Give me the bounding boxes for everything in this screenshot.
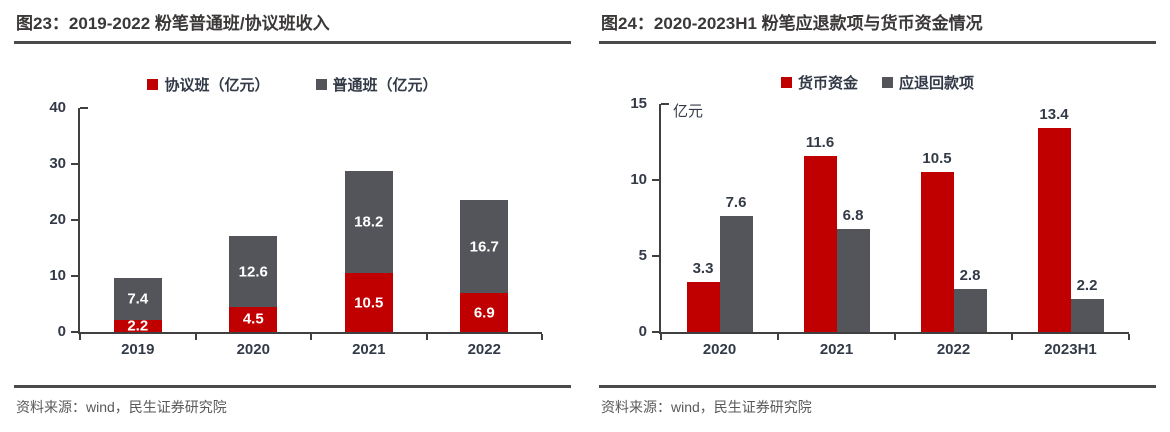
- y-axis-tick-label: 15: [630, 95, 647, 112]
- x-tick-mark: [541, 334, 543, 340]
- legend-swatch-icon: [882, 77, 893, 88]
- y-tick-mark: [652, 331, 659, 333]
- x-category-label: 2020: [702, 341, 737, 358]
- bar: [1070, 298, 1104, 332]
- x-tick-mark: [79, 334, 81, 340]
- x-tick-mark: [1011, 334, 1013, 340]
- legend-label: 协议班（亿元）: [164, 77, 270, 94]
- bar-value-label: 13.4: [1039, 106, 1069, 124]
- source-note-24: 资料来源：wind，民生证券研究院: [599, 385, 1156, 432]
- bar-value-label: 12.6: [238, 263, 268, 281]
- legend-item: 普通班（亿元）: [315, 74, 438, 95]
- figure-23-panel: 图23：2019-2022 粉笔普通班/协议班收入 协议班（亿元） 普通班（亿元）…: [14, 0, 571, 432]
- chart-title-24: 图24：2020-2023H1 粉笔应退款项与货币资金情况: [599, 0, 1156, 44]
- y-axis-tick-label: 0: [57, 323, 66, 340]
- x-category-label: 2021: [352, 341, 386, 358]
- bar-value-label: 11.6: [805, 133, 835, 151]
- y-axis-unit-label: 亿元: [673, 103, 704, 120]
- bar-segment: 12.6: [229, 236, 278, 307]
- bar-segment: 10.5: [344, 273, 393, 332]
- bar-value-label: 3.3: [692, 259, 714, 277]
- bar-value-label: 16.7: [469, 238, 499, 256]
- x-tick-mark: [777, 334, 779, 340]
- y-tick-mark: [71, 331, 78, 333]
- y-tick-mark: [71, 219, 78, 221]
- legend-swatch-icon: [780, 77, 792, 88]
- y-tick-mark: [71, 275, 78, 277]
- y-axis-tick-label: 10: [630, 171, 647, 188]
- legend-label: 货币资金: [797, 75, 858, 92]
- x-category-label: 2023H1: [1044, 341, 1097, 358]
- bar-segment: 18.2: [344, 171, 393, 274]
- plot-area: 0 5 10 15 2020 2021 2022 2023H1 3.3 7.6 11.6 6.8 10.…: [630, 95, 1130, 358]
- legend-label: 普通班（亿元）: [332, 77, 438, 94]
- legend-item: 货币资金: [780, 72, 858, 93]
- chart-24-grouped-bar: 货币资金 应退回款项 0 5 10 15 2020 2021 2022 2023H1 3.3 7.6 1…: [599, 44, 1156, 385]
- legend-swatch-icon: [147, 79, 159, 90]
- plot-area: 0 10 20 30 40 2019 2020 2021 2022 2.2 7.4 4.5 12.6 10…: [49, 99, 543, 358]
- bar-value-label: 7.4: [127, 290, 149, 308]
- y-axis-tick-label: 20: [49, 211, 66, 228]
- y-axis-tick-label: 0: [638, 323, 647, 340]
- chart-23-stacked-bar: 协议班（亿元） 普通班（亿元） 0 10 20 30 40 2019 2020 2021 2022 2…: [14, 44, 571, 385]
- bar-segment: 16.7: [460, 199, 509, 294]
- y-tick-mark: [71, 163, 78, 165]
- bar-value-label: 6.9: [473, 304, 495, 322]
- bar: [920, 172, 954, 332]
- bar-segment: 2.2: [113, 317, 162, 335]
- bar-segment: 4.5: [229, 306, 278, 332]
- bar-value-label: 18.2: [354, 213, 384, 231]
- legend-swatch-icon: [315, 79, 327, 90]
- legend-label: 应退回款项: [899, 75, 975, 92]
- bar: [953, 289, 987, 332]
- bar: [803, 155, 837, 332]
- y-axis-tick-label: 10: [49, 267, 66, 284]
- legend-item: 应退回款项: [882, 72, 974, 93]
- bar-value-label: 10.5: [922, 150, 952, 168]
- x-tick-mark: [425, 334, 428, 340]
- x-tick-mark: [660, 334, 662, 340]
- chart-legend: 协议班（亿元） 普通班（亿元）: [14, 74, 571, 95]
- x-tick-mark: [1128, 334, 1130, 340]
- bar-value-label: 10.5: [354, 294, 384, 312]
- figure-24-panel: 图24：2020-2023H1 粉笔应退款项与货币资金情况 货币资金 应退回款项 0…: [599, 0, 1156, 432]
- x-category-label: 2022: [936, 341, 971, 358]
- y-axis-tick-label: 40: [49, 99, 66, 116]
- bar: [836, 228, 870, 332]
- bar-value-label: 6.8: [842, 206, 864, 224]
- x-category-label: 2022: [467, 341, 501, 358]
- y-tick-mark: [80, 107, 88, 109]
- x-category-label: 2021: [819, 341, 854, 358]
- bar-segment: 6.9: [460, 293, 509, 332]
- bar-value-label: 2.8: [959, 267, 981, 285]
- legend-item: 协议班（亿元）: [147, 74, 270, 95]
- bar-value-label: 2.2: [1076, 276, 1098, 294]
- x-tick-mark: [194, 334, 197, 340]
- bar: [686, 281, 720, 332]
- y-axis-tick-label: 30: [49, 155, 66, 172]
- x-tick-mark: [310, 334, 312, 340]
- bar: [719, 216, 753, 332]
- bar-value-label: 4.5: [242, 310, 264, 328]
- bar-value-label: 7.6: [725, 194, 747, 212]
- bar-segment: 7.4: [113, 278, 162, 320]
- y-tick-mark: [652, 179, 659, 181]
- chart-title-23: 图23：2019-2022 粉笔普通班/协议班收入: [14, 0, 571, 44]
- y-tick-mark: [661, 103, 669, 105]
- x-category-label: 2019: [121, 341, 155, 358]
- y-axis-tick-label: 5: [638, 247, 647, 264]
- bar: [1037, 128, 1071, 332]
- y-tick-mark: [652, 255, 659, 257]
- source-note-23: 资料来源：wind，民生证券研究院: [14, 385, 571, 432]
- bar-value-label: 2.2: [127, 317, 149, 335]
- chart-legend: 货币资金 应退回款项: [599, 72, 1156, 93]
- x-tick-mark: [894, 334, 896, 340]
- x-category-label: 2020: [236, 341, 270, 358]
